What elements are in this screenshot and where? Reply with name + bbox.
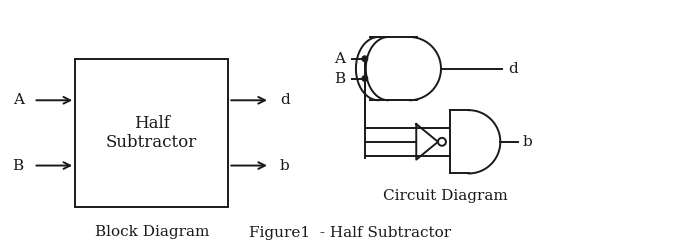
Circle shape	[362, 56, 368, 62]
Circle shape	[362, 76, 368, 81]
Text: b: b	[523, 135, 533, 149]
Text: Block Diagram: Block Diagram	[94, 225, 209, 239]
Bar	[75, 59, 228, 207]
Text: B: B	[13, 158, 24, 172]
Text: A: A	[334, 52, 345, 66]
Text: Figure1  - Half Subtractor: Figure1 - Half Subtractor	[249, 226, 451, 240]
Text: Half
Subtractor: Half Subtractor	[106, 114, 197, 151]
Text: A: A	[13, 93, 24, 107]
Text: B: B	[334, 72, 345, 86]
Text: b: b	[280, 158, 290, 172]
Text: Circuit Diagram: Circuit Diagram	[383, 189, 508, 203]
Text: d: d	[508, 62, 518, 76]
Text: d: d	[280, 93, 290, 107]
